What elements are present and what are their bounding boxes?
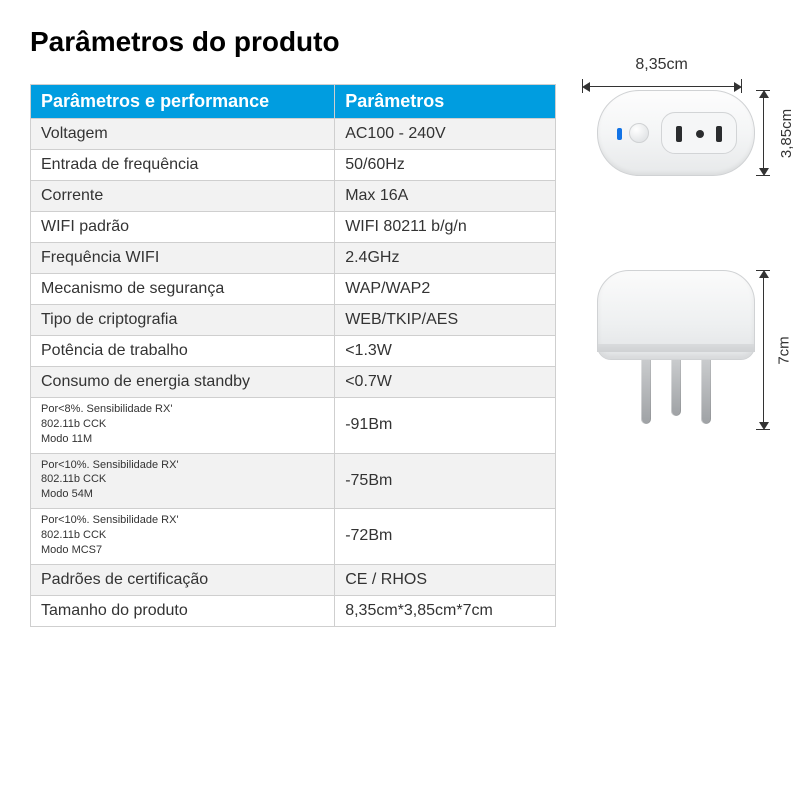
- param-label: Entrada de frequência: [31, 150, 335, 181]
- param-label: Potência de trabalho: [31, 336, 335, 367]
- table-row: Tamanho do produto8,35cm*3,85cm*7cm: [31, 595, 555, 626]
- param-label: WIFI padrão: [31, 212, 335, 243]
- param-value: 50/60Hz: [335, 150, 555, 181]
- param-label: Corrente: [31, 181, 335, 212]
- table-row: Potência de trabalho<1.3W: [31, 336, 555, 367]
- param-value: WEB/TKIP/AES: [335, 305, 555, 336]
- table-row: Frequência WIFI2.4GHz: [31, 243, 555, 274]
- dimension-height-label: 3,85cm: [778, 108, 795, 157]
- param-label: Por<10%. Sensibilidade RX'802.11b CCKMod…: [31, 509, 335, 565]
- col-header-value: Parâmetros: [335, 85, 555, 119]
- table-row: Tipo de criptografiaWEB/TKIP/AES: [31, 305, 555, 336]
- param-value: <0.7W: [335, 367, 555, 398]
- col-header-param: Parâmetros e performance: [31, 85, 335, 119]
- dimension-width-arrows: [582, 76, 742, 90]
- param-value: AC100 - 240V: [335, 119, 555, 150]
- param-value: CE / RHOS: [335, 564, 555, 595]
- table-row: VoltagemAC100 - 240V: [31, 119, 555, 150]
- param-value: WAP/WAP2: [335, 274, 555, 305]
- table-row: Mecanismo de segurançaWAP/WAP2: [31, 274, 555, 305]
- table-row: Por<8%. Sensibilidade RX'802.11b CCKModo…: [31, 398, 555, 454]
- spec-table: Parâmetros e performance Parâmetros Volt…: [31, 85, 555, 626]
- dimension-depth-label: 7cm: [775, 336, 792, 364]
- spec-table-wrap: Parâmetros e performance Parâmetros Volt…: [30, 84, 556, 627]
- param-value: -75Bm: [335, 453, 555, 509]
- power-button-icon: [629, 123, 649, 143]
- param-label: Tamanho do produto: [31, 595, 335, 626]
- table-row: Padrões de certificaçãoCE / RHOS: [31, 564, 555, 595]
- dimension-height: 3,85cm: [758, 90, 798, 176]
- table-row: CorrenteMax 16A: [31, 181, 555, 212]
- pin-icon: [671, 360, 681, 416]
- outlet-icon: [661, 112, 737, 154]
- pin-icon: [701, 360, 711, 424]
- table-row: Consumo de energia standby<0.7W: [31, 367, 555, 398]
- param-value: -91Bm: [335, 398, 555, 454]
- plug-side-icon: [597, 270, 755, 430]
- param-value: <1.3W: [335, 336, 555, 367]
- param-label: Tipo de criptografia: [31, 305, 335, 336]
- param-label: Voltagem: [31, 119, 335, 150]
- product-illustration-panel: 8,35cm 3,85cm: [572, 84, 770, 627]
- param-value: 8,35cm*3,85cm*7cm: [335, 595, 555, 626]
- content-layout: Parâmetros e performance Parâmetros Volt…: [30, 84, 770, 627]
- table-row: Por<10%. Sensibilidade RX'802.11b CCKMod…: [31, 509, 555, 565]
- page-title: Parâmetros do produto: [30, 26, 770, 58]
- param-label: Frequência WIFI: [31, 243, 335, 274]
- param-label: Por<8%. Sensibilidade RX'802.11b CCKModo…: [31, 398, 335, 454]
- led-indicator-icon: [617, 128, 622, 140]
- pin-icon: [641, 360, 651, 424]
- param-value: 2.4GHz: [335, 243, 555, 274]
- dimension-depth: 7cm: [758, 270, 798, 430]
- param-value: WIFI 80211 b/g/n: [335, 212, 555, 243]
- param-value: -72Bm: [335, 509, 555, 565]
- param-label: Consumo de energia standby: [31, 367, 335, 398]
- dimension-width-label: 8,35cm: [582, 56, 742, 74]
- param-value: Max 16A: [335, 181, 555, 212]
- param-label: Padrões de certificação: [31, 564, 335, 595]
- table-row: Por<10%. Sensibilidade RX'802.11b CCKMod…: [31, 453, 555, 509]
- plug-front-icon: [597, 90, 755, 176]
- dimension-width: 8,35cm: [582, 56, 742, 90]
- table-row: Entrada de frequência50/60Hz: [31, 150, 555, 181]
- param-label: Mecanismo de segurança: [31, 274, 335, 305]
- param-label: Por<10%. Sensibilidade RX'802.11b CCKMod…: [31, 453, 335, 509]
- table-row: WIFI padrãoWIFI 80211 b/g/n: [31, 212, 555, 243]
